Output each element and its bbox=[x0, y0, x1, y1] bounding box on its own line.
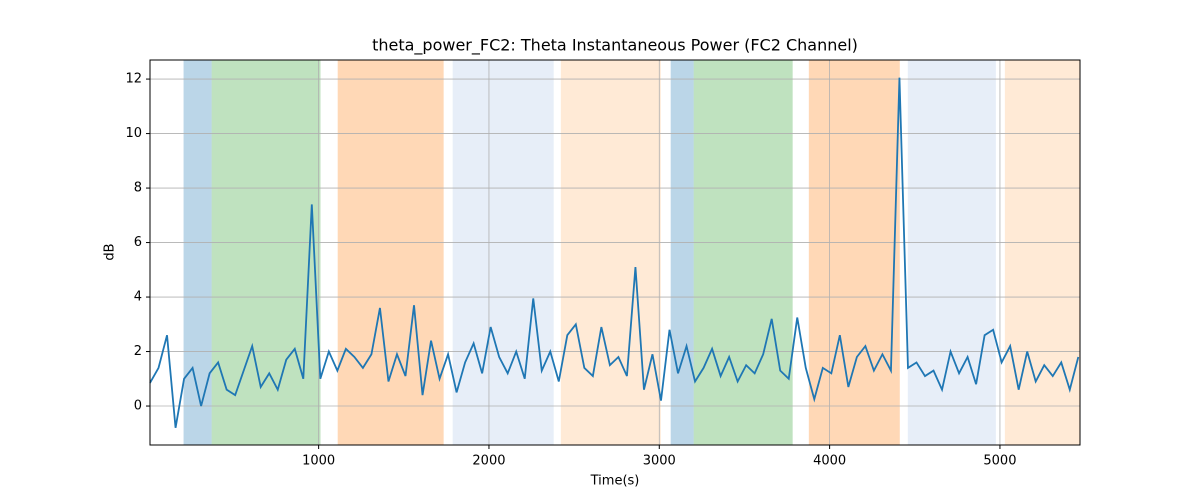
y-tick-label: 6 bbox=[134, 235, 142, 250]
plot-frame bbox=[149, 59, 1081, 446]
x-tick-label: 2000 bbox=[472, 454, 505, 469]
y-tick-label: 10 bbox=[125, 126, 142, 141]
x-tick-label: 1000 bbox=[302, 454, 335, 469]
shaded-span bbox=[808, 60, 900, 445]
x-tick-label: 5000 bbox=[983, 454, 1016, 469]
y-tick-label: 8 bbox=[134, 181, 142, 196]
x-tick-label: 4000 bbox=[813, 454, 846, 469]
y-tick-label: 12 bbox=[125, 72, 142, 87]
y-axis-label: dB bbox=[103, 243, 118, 260]
shaded-span bbox=[560, 60, 661, 445]
y-tick-label: 2 bbox=[134, 344, 142, 359]
shaded-span bbox=[211, 60, 321, 445]
shaded-span bbox=[337, 60, 444, 445]
shaded-span bbox=[452, 60, 554, 445]
shaded-span bbox=[670, 60, 694, 445]
y-tick-label: 0 bbox=[134, 399, 142, 414]
shaded-span bbox=[693, 60, 793, 445]
shaded-span bbox=[907, 60, 996, 445]
data-line bbox=[149, 77, 1080, 428]
y-tick-label: 4 bbox=[134, 290, 142, 305]
chart-title: theta_power_FC2: Theta Instantaneous Pow… bbox=[372, 36, 858, 56]
x-axis-label: Time(s) bbox=[590, 474, 640, 489]
x-tick-label: 3000 bbox=[643, 454, 676, 469]
